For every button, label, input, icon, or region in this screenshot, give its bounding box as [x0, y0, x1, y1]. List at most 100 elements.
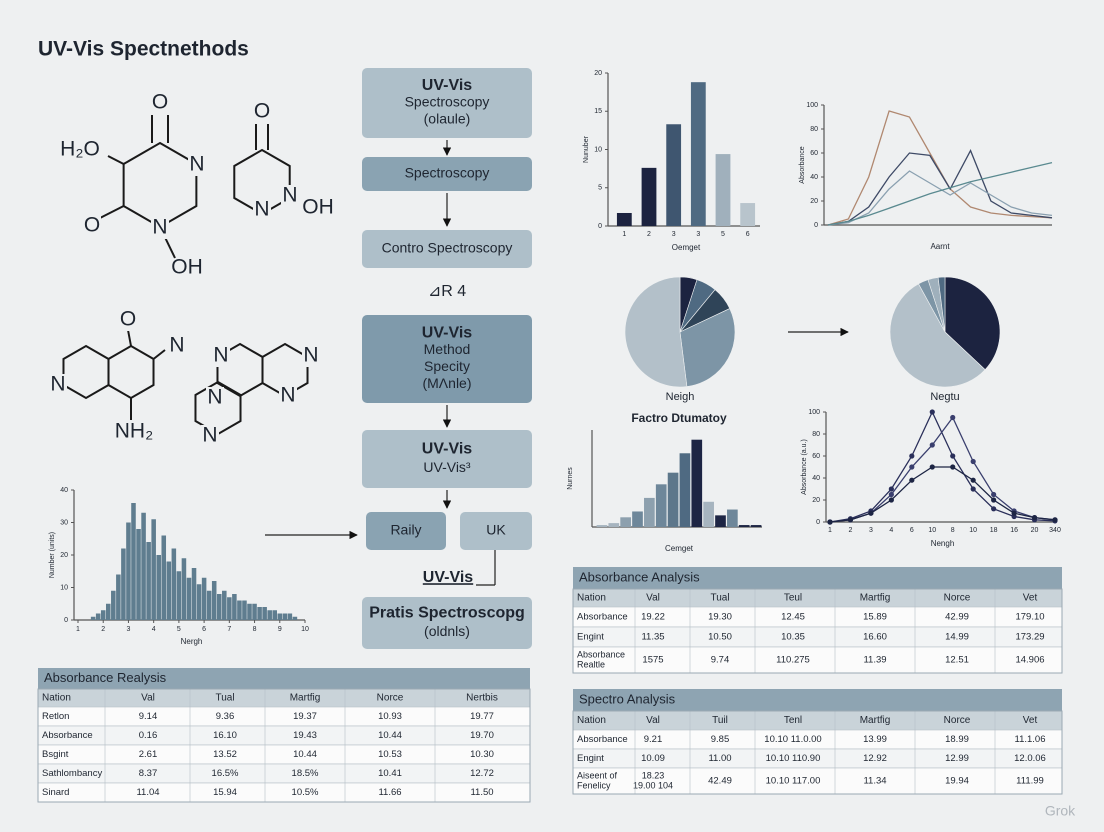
- pie-slice: [944, 276, 1001, 371]
- table-cell: 173.29: [1015, 632, 1044, 643]
- table-header: Norce: [377, 693, 404, 704]
- table-cell: 1575: [642, 655, 663, 666]
- flow-note: UV-Vis: [423, 569, 474, 586]
- atom-label: N: [50, 373, 65, 396]
- table-header: Nertbis: [466, 693, 498, 704]
- point: [950, 453, 956, 459]
- table-row: [37, 706, 531, 727]
- table-cell: 12.51: [945, 655, 969, 666]
- atom-bg: [201, 425, 219, 447]
- flow-text: (olaule): [424, 111, 471, 127]
- x-tick-label: 2: [647, 231, 651, 238]
- y-tick-label: 20: [594, 70, 602, 77]
- point: [950, 464, 956, 470]
- y-tick-label: 10: [594, 146, 602, 153]
- flow-text: UV-Vis: [422, 77, 473, 94]
- table-cell: Sinard: [42, 787, 69, 798]
- bar: [111, 590, 116, 620]
- bar: [105, 603, 111, 620]
- atom-bg: [279, 385, 297, 407]
- x-tick-label: 10: [969, 527, 977, 534]
- table-cell: 110.275: [776, 655, 810, 666]
- flow-text: UV-Vis: [422, 441, 473, 458]
- bar: [116, 574, 121, 620]
- table-header: Tual: [710, 593, 729, 604]
- bar: [740, 203, 756, 226]
- series-line: [827, 161, 1053, 226]
- table-cell: 0.16: [139, 730, 158, 741]
- pie-slice: [679, 308, 736, 387]
- flow-box: [362, 157, 532, 191]
- atom-bg: [49, 374, 67, 396]
- point: [991, 491, 997, 498]
- table-title: Spectro Analysis: [579, 691, 676, 706]
- table-title-bar: [573, 567, 1062, 589]
- flow-text: Specity: [424, 358, 470, 374]
- y-tick-label: 20: [60, 552, 68, 559]
- x-tick-label: 5: [721, 231, 725, 238]
- atom-bg: [151, 92, 169, 114]
- pie-slice: [889, 283, 986, 388]
- table-header: Vet: [1023, 593, 1038, 604]
- bar: [156, 555, 161, 620]
- flow-text: Contro Spectroscopy: [382, 240, 513, 256]
- point: [888, 491, 894, 498]
- table-cell: 10.35: [781, 632, 805, 643]
- table-header: Nation: [42, 693, 71, 704]
- y-axis-label: Number (units): [49, 532, 56, 578]
- series-line: [827, 170, 1053, 226]
- series-line: [827, 149, 1053, 226]
- y-tick-label: 60: [812, 453, 820, 460]
- table-cell: 19.37: [293, 711, 317, 722]
- table-cell: 10.09: [641, 753, 665, 764]
- atom-bg: [71, 139, 89, 161]
- bar: [641, 167, 657, 226]
- atom-bg: [281, 185, 299, 207]
- table-cell: Fenelicy: [577, 780, 611, 790]
- x-axis-label: Nengh: [931, 539, 955, 548]
- point: [970, 486, 976, 492]
- flow-box: [362, 68, 532, 138]
- bar: [242, 600, 247, 620]
- y-tick-label: 80: [810, 126, 818, 133]
- atom-label: N: [202, 424, 217, 447]
- y-tick-label: 100: [806, 102, 818, 109]
- table-cell: Absorbance: [577, 734, 628, 745]
- bar: [146, 542, 151, 620]
- table-cell: 15.89: [863, 612, 887, 623]
- pie-label: Neigh: [666, 391, 695, 403]
- table-cell: Engint: [577, 753, 604, 764]
- x-axis-label: Oemget: [672, 243, 701, 252]
- table-cell: 10.10 117.00: [766, 776, 821, 787]
- point: [909, 464, 915, 470]
- atom-bg: [206, 387, 224, 409]
- bar: [161, 535, 167, 620]
- atom-label: H₂O: [60, 138, 100, 161]
- bar: [703, 501, 714, 527]
- atom-bg: [188, 154, 206, 176]
- table-header: Val: [141, 693, 155, 704]
- table-cell: 18.5%: [292, 768, 319, 779]
- x-tick-label: 16: [1010, 527, 1018, 534]
- table-cell: 11.35: [641, 632, 664, 643]
- table-cell: 12.99: [945, 753, 969, 764]
- bar: [608, 523, 620, 527]
- x-tick-label: 2: [849, 527, 853, 534]
- table-cell: 11.50: [470, 787, 493, 798]
- point: [909, 477, 915, 483]
- table-cell: Absorbance: [577, 612, 628, 623]
- table-cell: Bsgint: [42, 749, 69, 760]
- y-tick-label: 0: [816, 519, 820, 526]
- bar: [596, 525, 608, 527]
- bar: [715, 515, 726, 527]
- table-cell: 16.60: [863, 632, 887, 643]
- y-axis-label: Absorbance: [799, 146, 806, 183]
- flow-box: [362, 597, 532, 649]
- table-header-row: [38, 689, 530, 707]
- pie-slice: [937, 276, 946, 333]
- atom-bg: [253, 101, 271, 123]
- bar: [131, 503, 136, 620]
- table-cell: 19.70: [470, 730, 494, 741]
- table-cell: 11.1.06: [1015, 734, 1046, 745]
- y-tick-label: 0: [64, 617, 68, 624]
